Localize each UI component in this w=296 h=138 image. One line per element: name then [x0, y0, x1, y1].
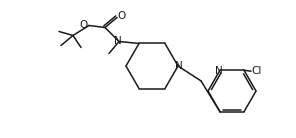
Text: O: O: [118, 11, 126, 22]
Text: N: N: [215, 66, 223, 76]
Text: Cl: Cl: [252, 66, 262, 76]
Text: N: N: [114, 36, 122, 47]
Text: N: N: [175, 61, 183, 71]
Text: O: O: [80, 20, 88, 30]
